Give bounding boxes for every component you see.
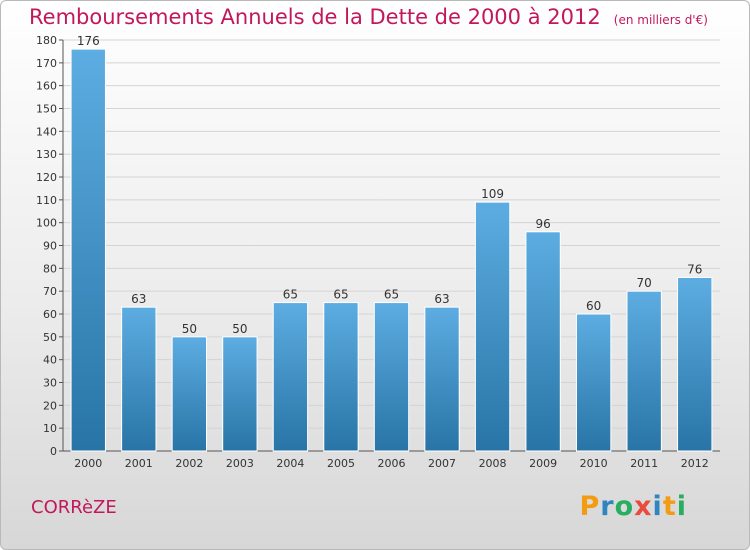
- bar-2004: [272, 302, 309, 452]
- x-tick-label: 2009: [529, 457, 557, 470]
- data-label: 96: [535, 217, 550, 231]
- x-tick-label: 2010: [580, 457, 608, 470]
- bar-2003: [222, 336, 258, 452]
- data-label: 65: [283, 288, 298, 302]
- x-tick-label: 2011: [630, 457, 658, 470]
- logo-letter: o: [614, 491, 635, 522]
- x-tick-label: 2008: [479, 457, 507, 470]
- y-tick-label: 180: [36, 34, 57, 47]
- data-label: 76: [687, 262, 702, 276]
- x-tick-label: 2001: [125, 457, 153, 470]
- bar-2009: [525, 231, 561, 452]
- logo-letter: x: [634, 491, 653, 522]
- data-label: 109: [481, 187, 504, 201]
- data-label: 63: [131, 292, 146, 306]
- data-label: 63: [434, 292, 449, 306]
- y-tick-label: 40: [43, 354, 57, 367]
- x-tick-label: 2003: [226, 457, 254, 470]
- logo-letter: t: [662, 491, 677, 522]
- bar-2008: [474, 201, 511, 452]
- y-tick-label: 10: [43, 422, 57, 435]
- y-tick-label: 110: [36, 194, 57, 207]
- data-label: 60: [586, 299, 601, 313]
- bar-2006: [373, 302, 410, 452]
- logo-letter: P: [579, 491, 601, 522]
- y-tick-label: 0: [50, 445, 57, 458]
- y-tick-label: 160: [36, 80, 57, 93]
- bar-2012: [677, 276, 713, 452]
- data-label: 65: [384, 288, 399, 302]
- x-tick-label: 2000: [74, 457, 102, 470]
- y-tick-label: 150: [36, 103, 57, 116]
- bar-2001: [121, 306, 157, 452]
- y-tick-label: 50: [43, 331, 57, 344]
- region-name: CORRèZE: [31, 497, 117, 518]
- bar-2010: [575, 313, 612, 452]
- x-tick-label: 2002: [175, 457, 203, 470]
- y-tick-label: 30: [43, 377, 57, 390]
- y-tick-label: 70: [43, 285, 57, 298]
- y-tick-label: 130: [36, 148, 57, 161]
- y-tick-labels: 0 10 20 30 40 50 60 70 80 90 100 110 120 130 140 150 160…: [36, 34, 57, 458]
- data-label: 176: [77, 34, 100, 48]
- y-tick-label: 90: [43, 240, 57, 253]
- x-tick-label: 2012: [681, 457, 709, 470]
- bar-2005: [323, 302, 359, 452]
- x-tick-labels: 2000 2001 2002 2003 2004 2005 2006 2007 2008 2009…: [74, 457, 708, 470]
- logo-letter: i: [652, 491, 663, 522]
- bar-2000: [70, 48, 106, 452]
- data-label: 70: [637, 276, 652, 290]
- chart-title: Remboursements Annuels de la Dette de 20…: [29, 5, 601, 29]
- y-tick-label: 140: [36, 125, 57, 138]
- data-label: 50: [182, 322, 197, 336]
- bar-2011: [626, 290, 662, 452]
- logo-letter: i: [676, 491, 687, 522]
- bars: [70, 48, 713, 452]
- bar-2002: [171, 336, 208, 452]
- y-tick-label: 100: [36, 217, 57, 230]
- logo-letter: r: [600, 491, 615, 522]
- y-tick-label: 20: [43, 399, 57, 412]
- x-tick-label: 2004: [276, 457, 304, 470]
- data-labels: 176 63 50 50 65 65 65 63 109 96 60 70 76: [77, 34, 703, 336]
- chart-title-row: Remboursements Annuels de la Dette de 20…: [29, 5, 708, 29]
- data-label: 65: [333, 288, 348, 302]
- data-label: 50: [232, 322, 247, 336]
- brand-logo: Proxiti: [579, 491, 687, 522]
- chart-unit: (en milliers d'€): [613, 13, 708, 27]
- y-tick-label: 80: [43, 262, 57, 275]
- y-tick-label: 60: [43, 308, 57, 321]
- y-tick-label: 170: [36, 57, 57, 70]
- y-tick-label: 120: [36, 171, 57, 184]
- x-tick-label: 2005: [327, 457, 355, 470]
- x-tick-label: 2007: [428, 457, 456, 470]
- bar-2007: [424, 306, 460, 452]
- x-tick-label: 2006: [378, 457, 406, 470]
